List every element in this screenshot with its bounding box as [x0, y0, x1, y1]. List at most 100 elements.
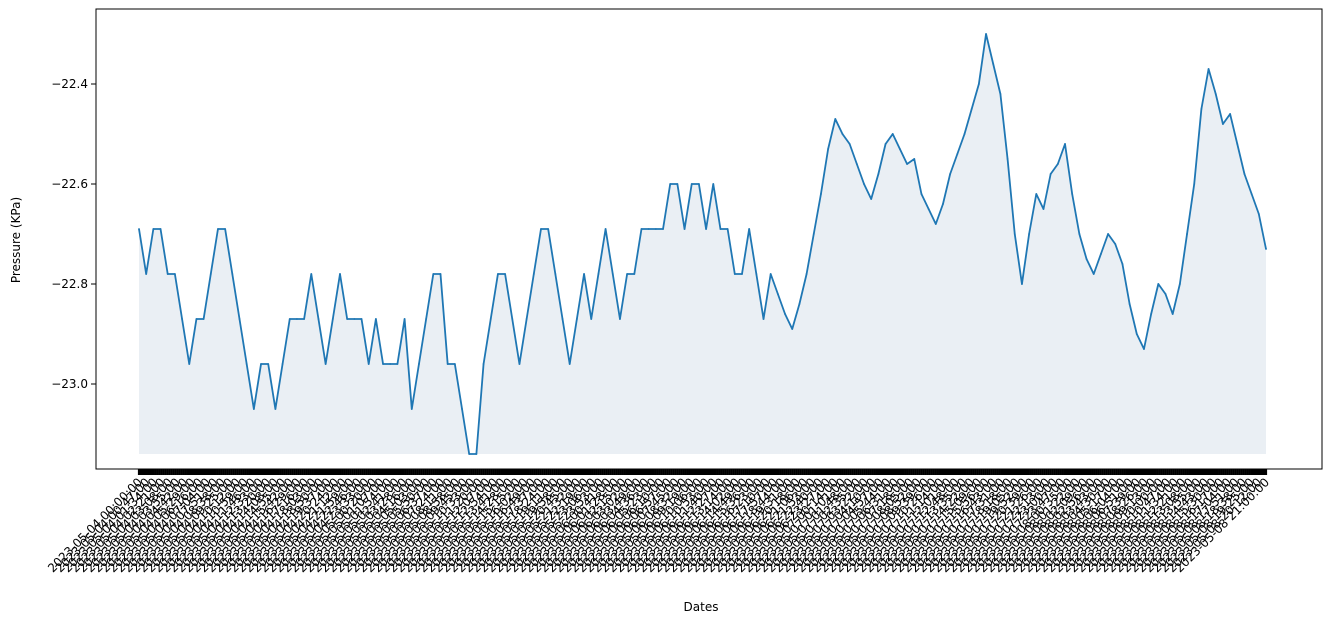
data-point — [863, 183, 865, 185]
data-point — [446, 363, 449, 365]
data-point — [619, 318, 621, 320]
data-point — [310, 273, 313, 275]
data-point — [1049, 173, 1052, 175]
data-point — [977, 83, 980, 85]
data-point — [159, 228, 162, 230]
data-point — [396, 363, 399, 365]
data-point — [992, 63, 995, 65]
data-point — [841, 133, 844, 135]
data-point — [231, 273, 234, 275]
data-point — [949, 173, 952, 175]
data-point — [604, 228, 607, 230]
y-tick-label: −23.0 — [51, 377, 88, 391]
data-point — [1013, 233, 1016, 235]
data-point — [260, 363, 262, 365]
data-point — [748, 228, 751, 230]
data-point — [597, 273, 600, 275]
data-point — [741, 273, 743, 275]
data-point — [482, 363, 485, 365]
data-point — [812, 233, 815, 235]
data-point — [798, 303, 801, 305]
data-point — [1229, 113, 1232, 115]
data-point — [956, 153, 959, 155]
data-point — [784, 313, 786, 315]
data-point — [360, 318, 363, 320]
data-point — [1222, 123, 1224, 125]
data-point — [453, 363, 456, 365]
data-point — [1128, 303, 1131, 305]
data-point — [1265, 248, 1267, 250]
data-point — [906, 163, 908, 165]
data-point — [805, 273, 808, 275]
data-point — [166, 273, 169, 275]
data-point — [511, 318, 514, 320]
data-point — [1193, 183, 1196, 185]
data-point — [776, 293, 779, 295]
data-point — [870, 198, 873, 200]
data-point — [1121, 263, 1124, 265]
data-point — [733, 273, 736, 275]
data-point — [224, 228, 227, 230]
data-point — [1236, 143, 1239, 145]
data-point — [489, 318, 492, 320]
data-point — [138, 228, 140, 230]
data-point — [827, 148, 830, 150]
data-point — [418, 363, 420, 365]
data-point — [439, 273, 442, 275]
data-point — [317, 318, 320, 320]
data-point — [913, 158, 916, 160]
data-point — [1171, 313, 1174, 315]
data-point — [346, 318, 349, 320]
y-tick-label: −22.4 — [51, 77, 88, 91]
data-point — [181, 318, 183, 320]
data-point — [367, 363, 370, 365]
data-point — [820, 193, 822, 195]
y-tick-label: −22.6 — [51, 177, 88, 191]
data-point — [504, 273, 506, 275]
data-point — [640, 228, 643, 230]
data-point — [568, 363, 571, 365]
data-point — [532, 273, 535, 275]
data-point — [238, 318, 241, 320]
data-point — [1092, 273, 1095, 275]
data-point — [410, 408, 413, 410]
data-point — [561, 318, 564, 320]
data-point — [1214, 93, 1217, 95]
data-point — [626, 273, 629, 275]
data-point — [1150, 313, 1153, 315]
data-point — [999, 93, 1002, 95]
data-point — [432, 273, 435, 275]
data-point — [791, 328, 794, 330]
data-point — [195, 318, 198, 320]
data-point — [705, 228, 707, 230]
data-point — [1143, 348, 1145, 350]
data-point — [518, 363, 521, 365]
data-point — [245, 363, 248, 365]
data-point — [762, 318, 765, 320]
data-point — [669, 183, 672, 185]
data-point — [934, 223, 937, 225]
data-point — [267, 363, 270, 365]
data-point — [547, 228, 550, 230]
data-point — [382, 363, 384, 365]
data-point — [698, 183, 700, 185]
data-point — [540, 228, 542, 230]
y-axis-label: Pressure (KPa) — [9, 197, 23, 283]
data-point — [1042, 208, 1045, 210]
data-point — [848, 143, 851, 145]
data-point — [303, 318, 305, 320]
data-point — [1035, 193, 1038, 195]
data-point — [769, 273, 772, 275]
data-point — [425, 318, 428, 320]
data-point — [633, 273, 636, 275]
data-point — [497, 273, 499, 275]
data-point — [1243, 173, 1246, 175]
data-point — [1257, 213, 1260, 215]
data-point — [877, 173, 880, 175]
data-point — [1164, 293, 1167, 295]
data-point — [188, 363, 191, 365]
data-point — [1107, 233, 1109, 235]
data-point — [1114, 243, 1117, 245]
x-axis-label: Dates — [684, 600, 719, 614]
data-point — [891, 133, 894, 135]
